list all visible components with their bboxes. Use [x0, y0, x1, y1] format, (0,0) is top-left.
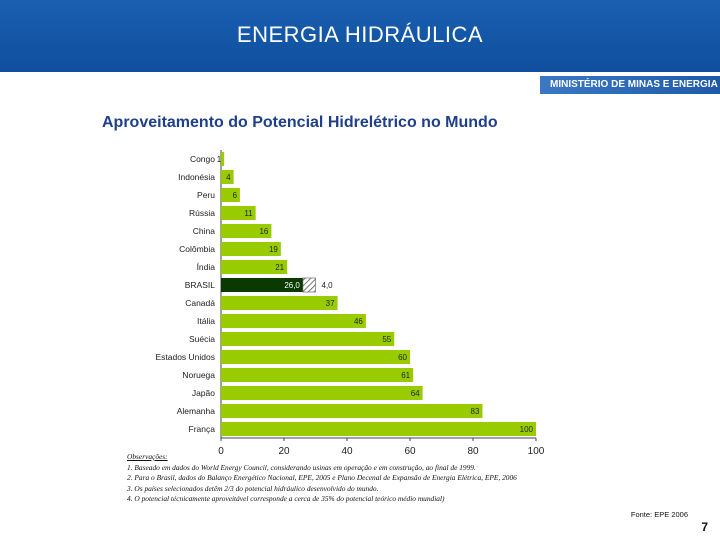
slide-title: ENERGIA HIDRÁULICA [236, 22, 484, 47]
note-line: 2. Para o Brasil, dados do Balanço Energ… [127, 473, 517, 482]
category-label: Canadá [185, 298, 215, 308]
category-label: Rússia [189, 208, 215, 218]
bar [221, 169, 234, 185]
category-label: Japão [192, 388, 215, 398]
note-line: 4. O potencial técnicamente aproveitável… [127, 494, 445, 503]
bar [221, 187, 240, 203]
category-label: Itália [197, 316, 215, 326]
category-label: Estados Unidos [155, 352, 215, 362]
data-label: 16 [259, 227, 268, 236]
note-line: 1. Baseado em dados do World Energy Coun… [127, 462, 476, 472]
data-label: 11 [244, 209, 253, 218]
category-label: Alemanha [177, 406, 216, 416]
data-label: 4 [226, 173, 231, 182]
data-label: 37 [326, 299, 335, 308]
category-label: Indonésia [178, 172, 215, 182]
bar [221, 259, 288, 275]
data-label: 6 [232, 191, 237, 200]
category-label: Congo [190, 154, 215, 164]
data-label: 83 [471, 407, 480, 416]
bar [221, 349, 410, 365]
category-label: Peru [197, 190, 215, 200]
bar [221, 151, 225, 167]
header-bar: ENERGIA HIDRÁULICA [0, 0, 720, 72]
bar [221, 421, 536, 437]
source-label: Fonte: EPE 2006 [630, 510, 688, 519]
chart-title: Aproveitamento do Potencial Hidrelétrico… [102, 114, 498, 131]
category-label: França [189, 424, 216, 434]
ministry-label: MINISTÉRIO DE MINAS E ENERGIA [540, 76, 720, 94]
x-tick-label: 40 [341, 446, 353, 457]
bar [221, 241, 281, 257]
data-label: 60 [398, 353, 407, 362]
category-label: Suécia [189, 334, 215, 344]
data-label: 61 [401, 371, 410, 380]
category-label: China [193, 226, 215, 236]
bar [221, 367, 414, 383]
brasil-extra-bar [302, 277, 316, 293]
bar [221, 295, 338, 311]
data-label: 1 [217, 155, 222, 164]
data-label: 19 [269, 245, 278, 254]
bar [221, 223, 272, 239]
x-tick-label: 20 [278, 446, 290, 457]
data-label: 26,0 [284, 281, 300, 290]
notes-block: Observações: 1. Baseado em dados do Worl… [127, 452, 647, 505]
bar [221, 403, 483, 419]
x-tick-label: 0 [218, 446, 224, 457]
bar [221, 385, 423, 401]
brasil-extra-label: 4,0 [322, 281, 334, 290]
category-label: Noruega [182, 370, 215, 380]
data-label: 64 [411, 389, 420, 398]
bar [221, 205, 256, 221]
data-label: 21 [275, 263, 284, 272]
category-label: Índia [197, 262, 216, 272]
category-label: BRASIL [185, 280, 216, 290]
bar [221, 277, 303, 293]
data-label: 100 [520, 425, 534, 434]
notes-heading: Observações: [127, 452, 168, 461]
bar [221, 331, 395, 347]
x-tick-label: 80 [467, 446, 479, 457]
note-line: 3. Os países selecionados detêm 2/3 do p… [127, 483, 379, 493]
category-label: Colômbia [179, 244, 215, 254]
page-number: 7 [701, 520, 708, 534]
data-label: 46 [354, 317, 363, 326]
x-tick-label: 100 [528, 446, 545, 457]
x-tick-label: 60 [404, 446, 416, 457]
data-label: 55 [382, 335, 391, 344]
bar [221, 313, 366, 329]
